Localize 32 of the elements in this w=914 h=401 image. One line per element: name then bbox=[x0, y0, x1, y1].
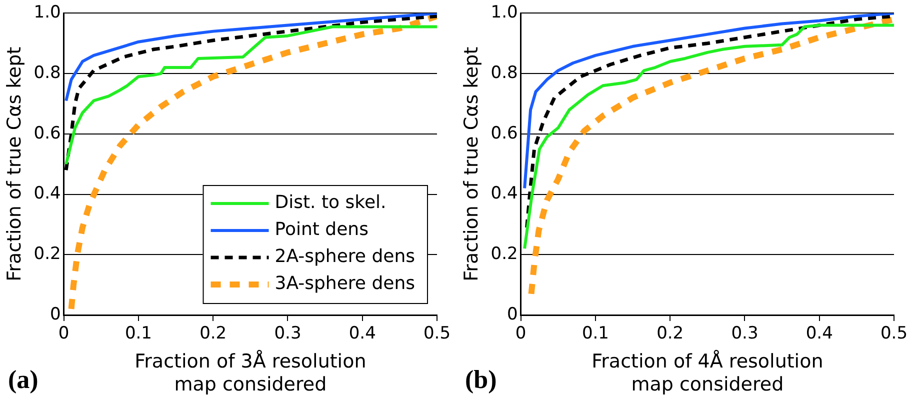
legend-label: Point dens bbox=[274, 219, 368, 240]
legend-label: Dist. to skel. bbox=[274, 192, 386, 214]
x-axis-title: Fraction of 4Å resolution map considered bbox=[592, 350, 824, 396]
y-tick-label: 0.8 bbox=[34, 62, 61, 83]
legend-label: 2A-sphere dens bbox=[274, 246, 416, 268]
y-tick-label: 0.6 bbox=[490, 123, 518, 144]
y-tick-label: 0.8 bbox=[490, 62, 518, 83]
y-tick-label: 0.4 bbox=[490, 184, 518, 204]
y-tick-label: 1.0 bbox=[490, 2, 518, 23]
legend-label: 3A-sphere dens bbox=[274, 273, 416, 294]
y-tick-label: 0.2 bbox=[34, 244, 61, 264]
text: (b) bbox=[465, 365, 497, 394]
y-tick-label: 0 bbox=[507, 304, 518, 324]
x-tick-label: 0.3 bbox=[274, 324, 302, 344]
x-tick-label: 0.4 bbox=[348, 324, 376, 344]
x-tick-label: 0.3 bbox=[731, 324, 758, 344]
y-axis-title: Fraction of true Cαs kept bbox=[460, 46, 482, 282]
y-tick-label: 1.0 bbox=[34, 2, 61, 23]
y-tick-label: 0 bbox=[50, 304, 61, 324]
y-tick-label: 0.4 bbox=[34, 184, 61, 204]
text: (a) bbox=[8, 365, 38, 394]
x-tick-label: 0.5 bbox=[423, 324, 451, 344]
x-tick-label: 0.1 bbox=[124, 324, 152, 344]
x-axis-title: Fraction of 3Å resolution map considered bbox=[134, 350, 366, 396]
y-tick-label: 0.6 bbox=[34, 123, 61, 144]
y-axis-title: Fraction of true Cαs kept bbox=[3, 46, 26, 282]
y-tick-label: 0.2 bbox=[490, 244, 518, 264]
x-tick-label: 0.5 bbox=[880, 324, 908, 344]
x-tick-label: 0.2 bbox=[200, 324, 227, 344]
x-tick-label: 0.2 bbox=[656, 324, 684, 344]
x-tick-label: 0.4 bbox=[806, 324, 833, 344]
x-tick-label: 0.1 bbox=[582, 324, 609, 344]
